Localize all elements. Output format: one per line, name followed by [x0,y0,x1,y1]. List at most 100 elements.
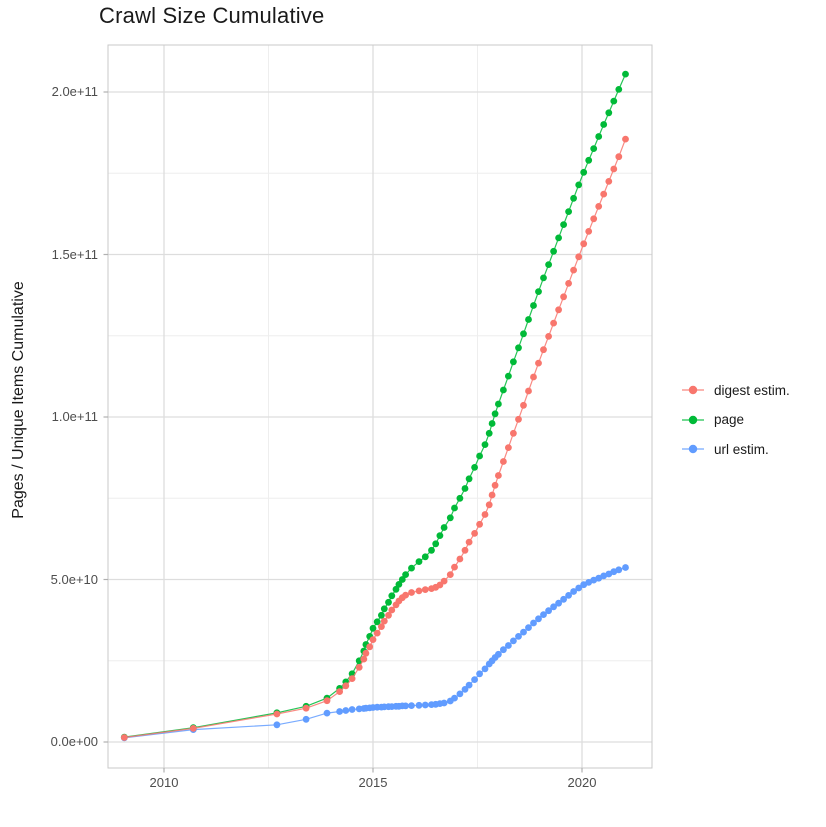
data-point [520,330,527,338]
y-tick-label: 2.0e+11 [51,84,98,99]
data-point [402,591,409,599]
legend-item-page: page [681,411,744,429]
data-point [535,359,542,367]
legend-item-label: digest estim. [714,382,790,398]
data-point [451,504,458,512]
data-point [421,701,429,709]
data-point [485,501,493,509]
data-point [540,611,547,618]
data-point [600,572,608,580]
data-point [615,566,623,574]
data-point [530,619,537,627]
data-point [120,734,128,741]
data-point [550,319,557,327]
data-point [485,429,493,437]
data-point [540,346,547,354]
data-point [465,681,473,689]
data-point [415,558,423,565]
data-point [590,215,598,223]
data-point [302,704,310,712]
data-point [560,595,567,603]
data-point [515,633,522,640]
data-point [415,587,423,595]
chart-title: Crawl Size Cumulative [99,3,325,28]
data-point [456,494,464,502]
data-point [471,676,478,683]
data-point [545,333,552,340]
data-point [388,592,396,600]
data-point [595,133,603,140]
data-point [369,624,377,632]
data-point [510,637,517,645]
data-point [392,585,400,593]
legend-key-icon [682,415,704,424]
data-point [388,606,396,614]
data-point [495,472,502,479]
legend-key-icon [682,444,704,454]
y-tick-label: 1.0e+11 [51,409,98,424]
data-point [369,636,377,643]
data-point [575,181,583,189]
data-point [373,618,381,626]
data-point [385,598,392,606]
data-point [360,655,368,663]
data-point [336,708,343,715]
data-point [398,576,406,583]
data-point [550,247,557,255]
data-point [515,344,522,352]
data-point [461,546,469,554]
data-point [446,571,454,578]
data-point [495,400,502,408]
data-point [515,415,522,423]
data-point [456,690,464,698]
series-line-url-estim- [124,566,626,739]
data-point [451,694,458,702]
data-point [505,444,512,451]
data-point [402,702,409,710]
data-point [525,624,532,631]
data-point [500,646,507,654]
data-point [610,165,618,173]
data-point [465,538,473,546]
data-point [436,532,444,539]
data-point [505,642,512,649]
data-point [446,514,454,522]
data-point [555,234,562,242]
series-line-digest-estim- [124,138,627,739]
data-point [545,607,552,615]
data-point [565,208,572,216]
data-point [495,650,502,658]
data-point [600,190,608,198]
data-point [622,564,629,571]
data-point [622,135,629,143]
data-point [440,577,448,585]
data-point [471,530,478,537]
data-point [342,682,350,690]
data-point [570,588,577,595]
data-point [565,592,572,599]
data-point [408,564,415,572]
data-point [378,611,385,619]
data-point [560,293,567,301]
data-point [590,145,598,153]
legend-item-label: page [714,412,745,427]
data-point [555,306,562,314]
data-point [570,266,577,274]
data-point [421,586,429,593]
data-point [302,715,310,723]
data-point [273,710,281,718]
data-point [471,464,478,471]
legend-item-label: url estim. [714,441,769,457]
data-point [530,373,537,381]
data-point [555,599,562,607]
data-point [342,707,350,714]
data-point [545,261,552,268]
data-point [440,699,448,707]
x-tick-label: 2020 [567,775,597,790]
y-tick-label: 0.0e+00 [50,734,98,749]
legend-item-url-estim-: url estim. [681,440,769,458]
data-point [415,701,423,709]
data-point [505,372,512,380]
